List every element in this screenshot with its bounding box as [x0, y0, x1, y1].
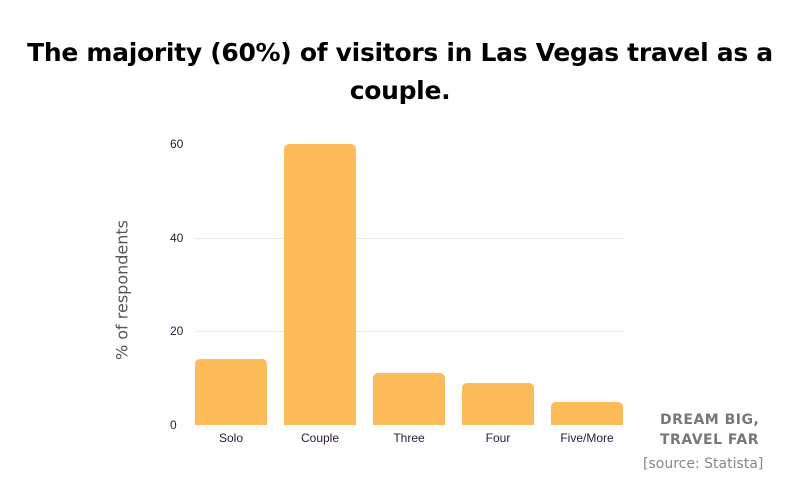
y-axis-label: % of respondents [112, 219, 132, 361]
x-tick-label: Five/More [560, 431, 614, 445]
y-tick-label: 40 [170, 230, 184, 245]
x-tick-label: Three [393, 431, 425, 445]
bar-couple [284, 144, 356, 425]
y-tick-label: 20 [170, 324, 184, 339]
x-tick-label: Solo [218, 431, 244, 445]
gridline [195, 331, 625, 333]
y-tick-label: 0 [170, 418, 177, 432]
brand-line-1: DREAM BIG, [660, 412, 760, 428]
x-tick-label: Couple [300, 431, 340, 445]
bar-three [373, 373, 445, 425]
chart-title: The majority (60%) of visitors in Las Ve… [27, 38, 773, 105]
bar-four [462, 382, 534, 425]
source-note: [source: Statista] [643, 456, 764, 472]
plot-area [195, 144, 625, 425]
gridline [195, 237, 625, 239]
bar-solo [195, 359, 267, 425]
brand-line-2: TRAVEL FAR [660, 432, 759, 448]
brand-watermark: DREAM BIG, TRAVEL FAR [660, 410, 759, 450]
y-tick-label: 60 [170, 137, 184, 151]
bar-five-more [551, 401, 623, 425]
x-tick-label: Four [485, 431, 511, 445]
